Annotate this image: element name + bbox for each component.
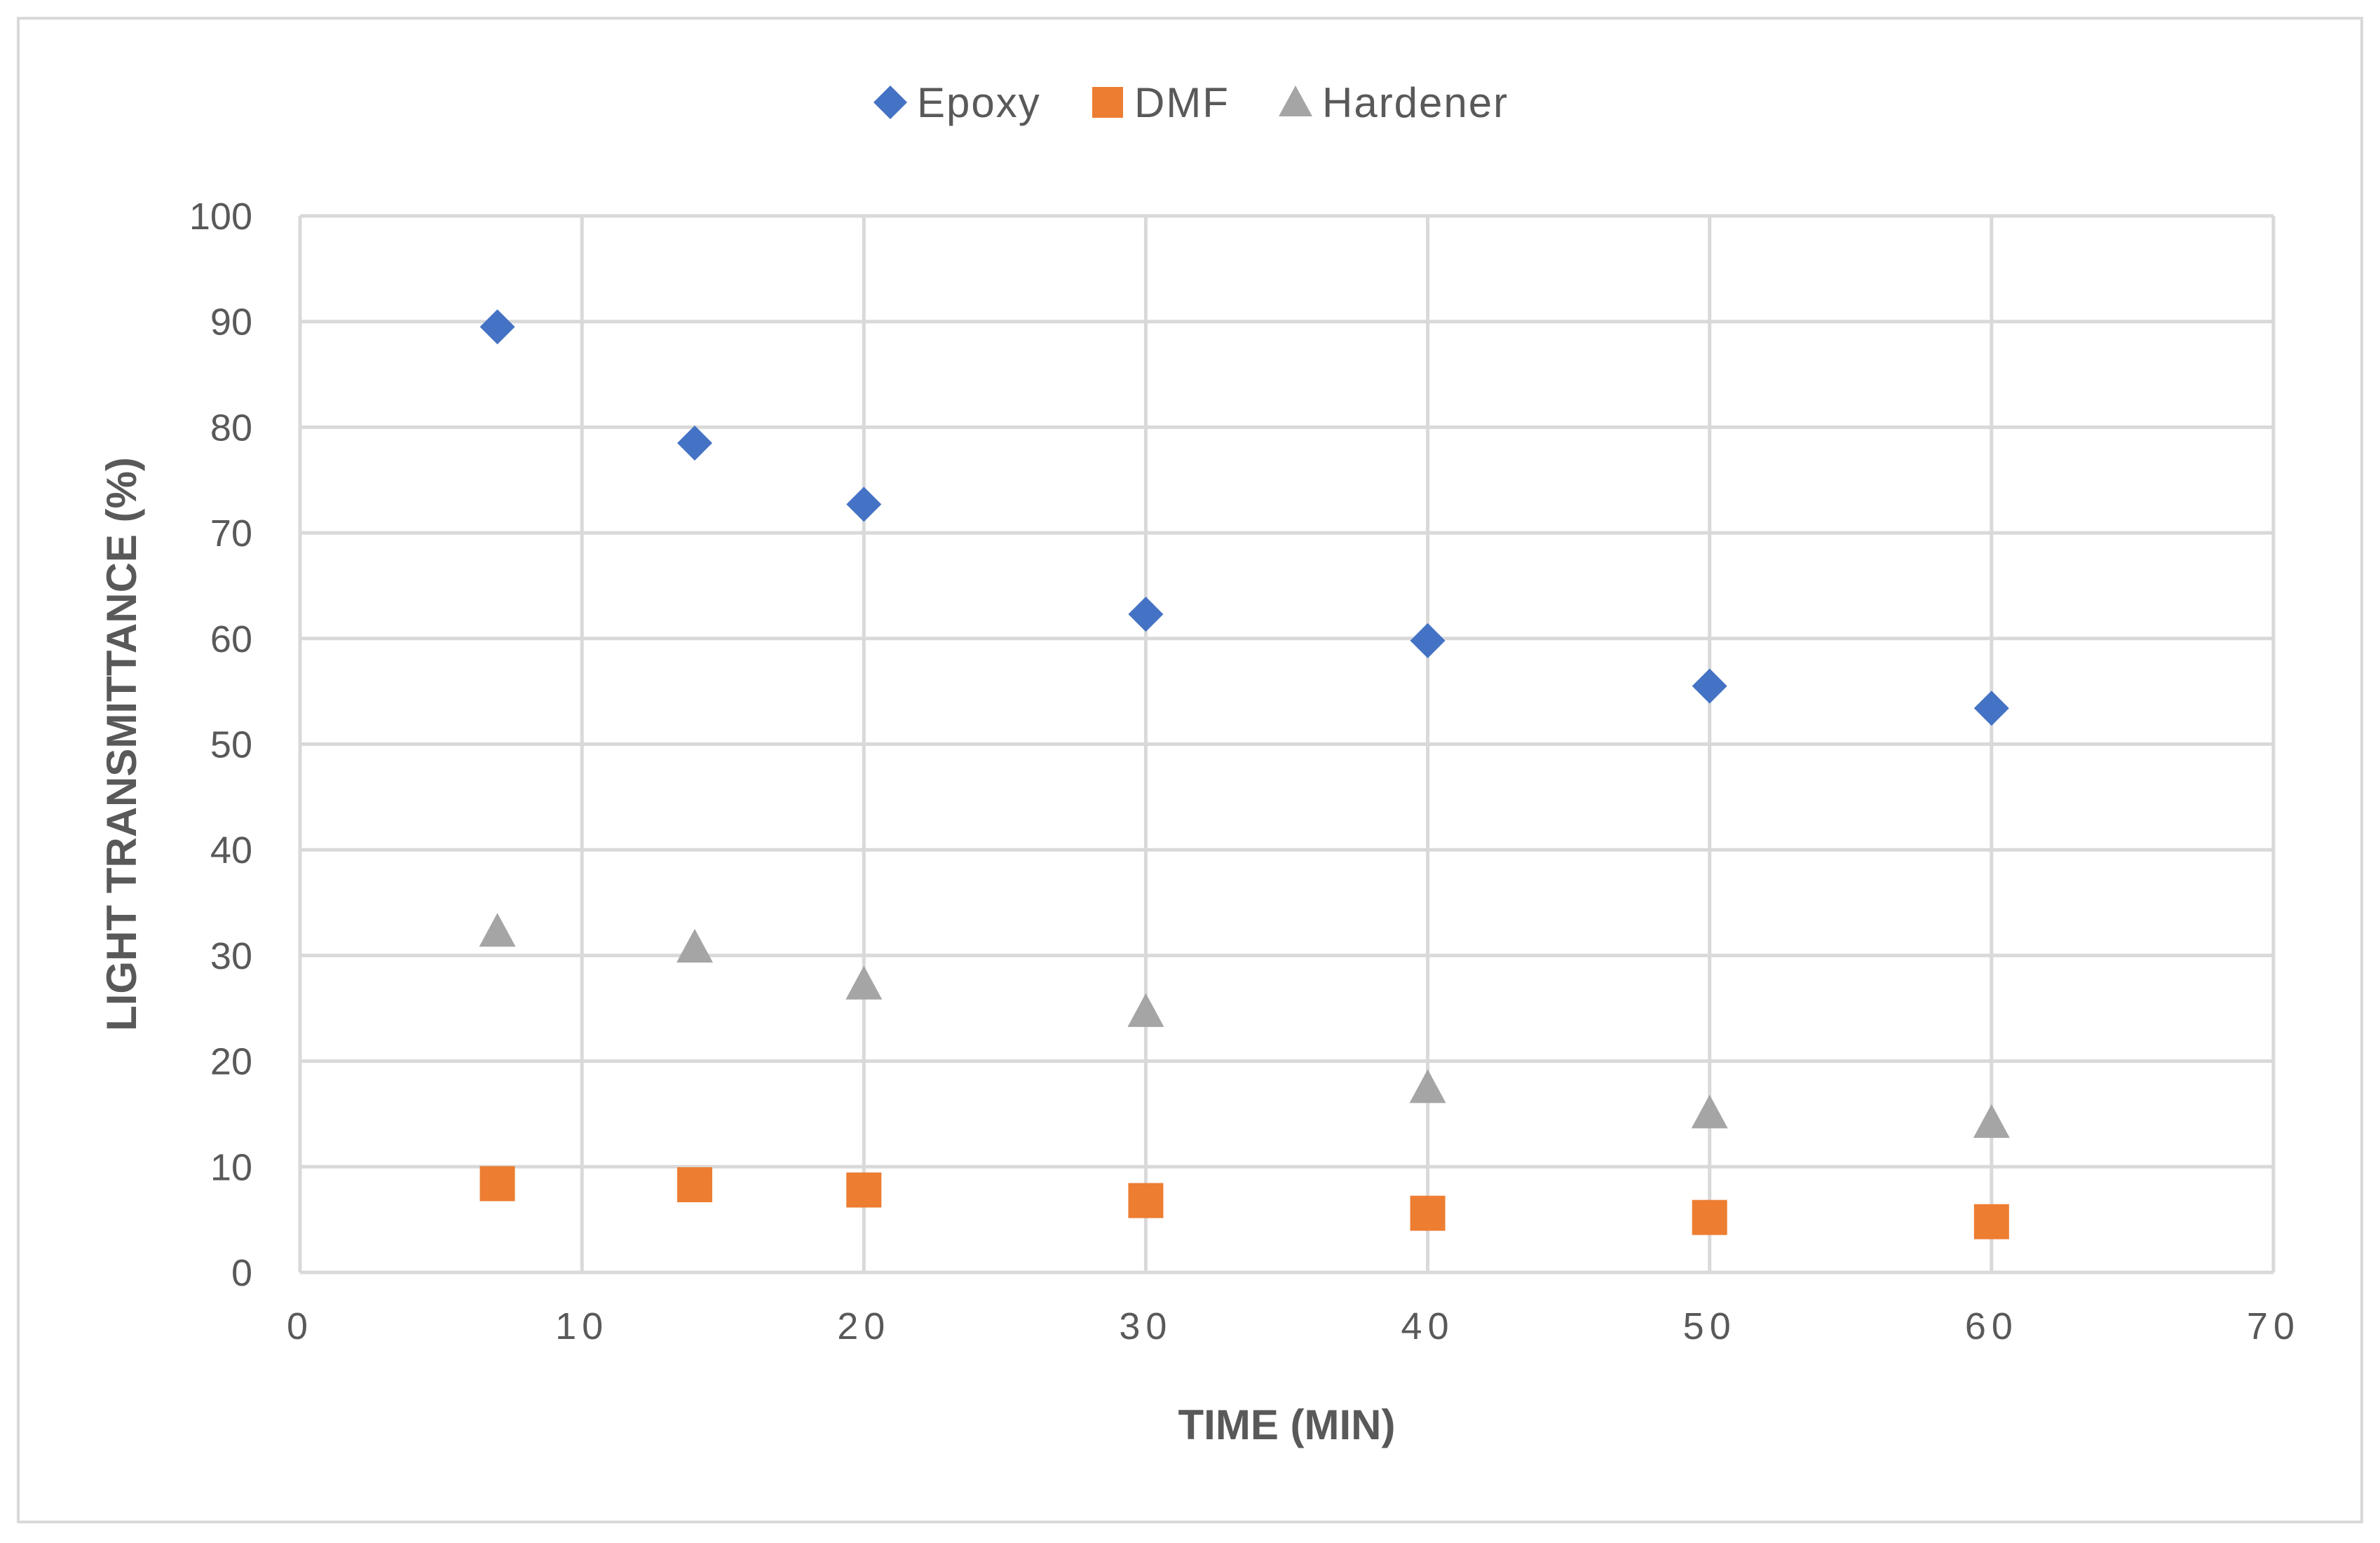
y-tick-label: 20 bbox=[210, 1041, 252, 1083]
y-tick-label: 70 bbox=[210, 512, 252, 555]
hardener-point bbox=[845, 965, 883, 1000]
y-tick-label: 50 bbox=[210, 724, 252, 766]
x-tick-label: 20 bbox=[837, 1305, 890, 1347]
x-tick-label: 70 bbox=[2247, 1305, 2300, 1347]
x-tick-label: 60 bbox=[1965, 1305, 2018, 1347]
legend-marker-dmf bbox=[1092, 87, 1123, 118]
legend-label-epoxy: Epoxy bbox=[917, 79, 1041, 126]
y-tick-label: 90 bbox=[210, 301, 252, 344]
x-tick-label: 30 bbox=[1119, 1305, 1172, 1347]
data-markers bbox=[479, 309, 2010, 1239]
dmf-point bbox=[677, 1167, 712, 1202]
y-tick-label: 0 bbox=[231, 1252, 252, 1294]
y-tick-label: 100 bbox=[189, 196, 252, 238]
epoxy-point bbox=[677, 426, 712, 461]
legend-label-dmf: DMF bbox=[1134, 79, 1230, 126]
y-tick-label: 40 bbox=[210, 829, 252, 871]
hardener-point bbox=[676, 928, 713, 963]
epoxy-point bbox=[480, 309, 515, 345]
dmf-point bbox=[1410, 1195, 1446, 1231]
legend-marker-hardener bbox=[1279, 86, 1312, 116]
epoxy-point bbox=[1973, 691, 2009, 726]
x-axis-ticks: 0 10 20 30 40 50 60 70 bbox=[287, 1305, 2300, 1347]
x-tick-label: 0 bbox=[287, 1305, 313, 1347]
x-tick-label: 40 bbox=[1401, 1305, 1455, 1347]
legend-item-hardener: Hardener bbox=[1279, 79, 1509, 126]
epoxy-point bbox=[1128, 597, 1164, 632]
legend-marker-epoxy bbox=[873, 86, 907, 119]
epoxy-point bbox=[846, 487, 882, 522]
y-axis-ticks: 0 10 20 30 40 50 60 70 80 90 100 bbox=[189, 196, 252, 1294]
dmf-point bbox=[1692, 1199, 1727, 1235]
hardener-point bbox=[1409, 1069, 1446, 1103]
gridlines bbox=[298, 214, 2276, 1274]
x-tick-label: 50 bbox=[1683, 1305, 1736, 1347]
dmf-point bbox=[480, 1166, 515, 1202]
hardener-point bbox=[1127, 993, 1164, 1027]
y-tick-label: 80 bbox=[210, 407, 252, 449]
y-axis-title: LIGHT TRANSMITTANCE (%) bbox=[98, 457, 145, 1031]
legend-item-dmf: DMF bbox=[1092, 79, 1230, 126]
legend-label-hardener: Hardener bbox=[1322, 79, 1509, 126]
dmf-point bbox=[846, 1172, 882, 1208]
x-tick-label: 10 bbox=[555, 1305, 608, 1347]
dmf-point bbox=[1128, 1183, 1164, 1218]
epoxy-point bbox=[1692, 668, 1727, 704]
legend-item-epoxy: Epoxy bbox=[873, 79, 1041, 126]
x-axis-title: TIME (MIN) bbox=[1178, 1401, 1396, 1448]
dmf-point bbox=[1973, 1204, 2009, 1239]
hardener-point bbox=[1973, 1104, 2010, 1138]
legend: Epoxy DMF Hardener bbox=[873, 79, 1509, 126]
y-tick-label: 60 bbox=[210, 618, 252, 660]
hardener-point bbox=[479, 913, 516, 947]
epoxy-point bbox=[1410, 623, 1446, 658]
hardener-point bbox=[1691, 1094, 1728, 1129]
y-tick-label: 30 bbox=[210, 935, 252, 977]
y-tick-label: 10 bbox=[210, 1146, 252, 1188]
